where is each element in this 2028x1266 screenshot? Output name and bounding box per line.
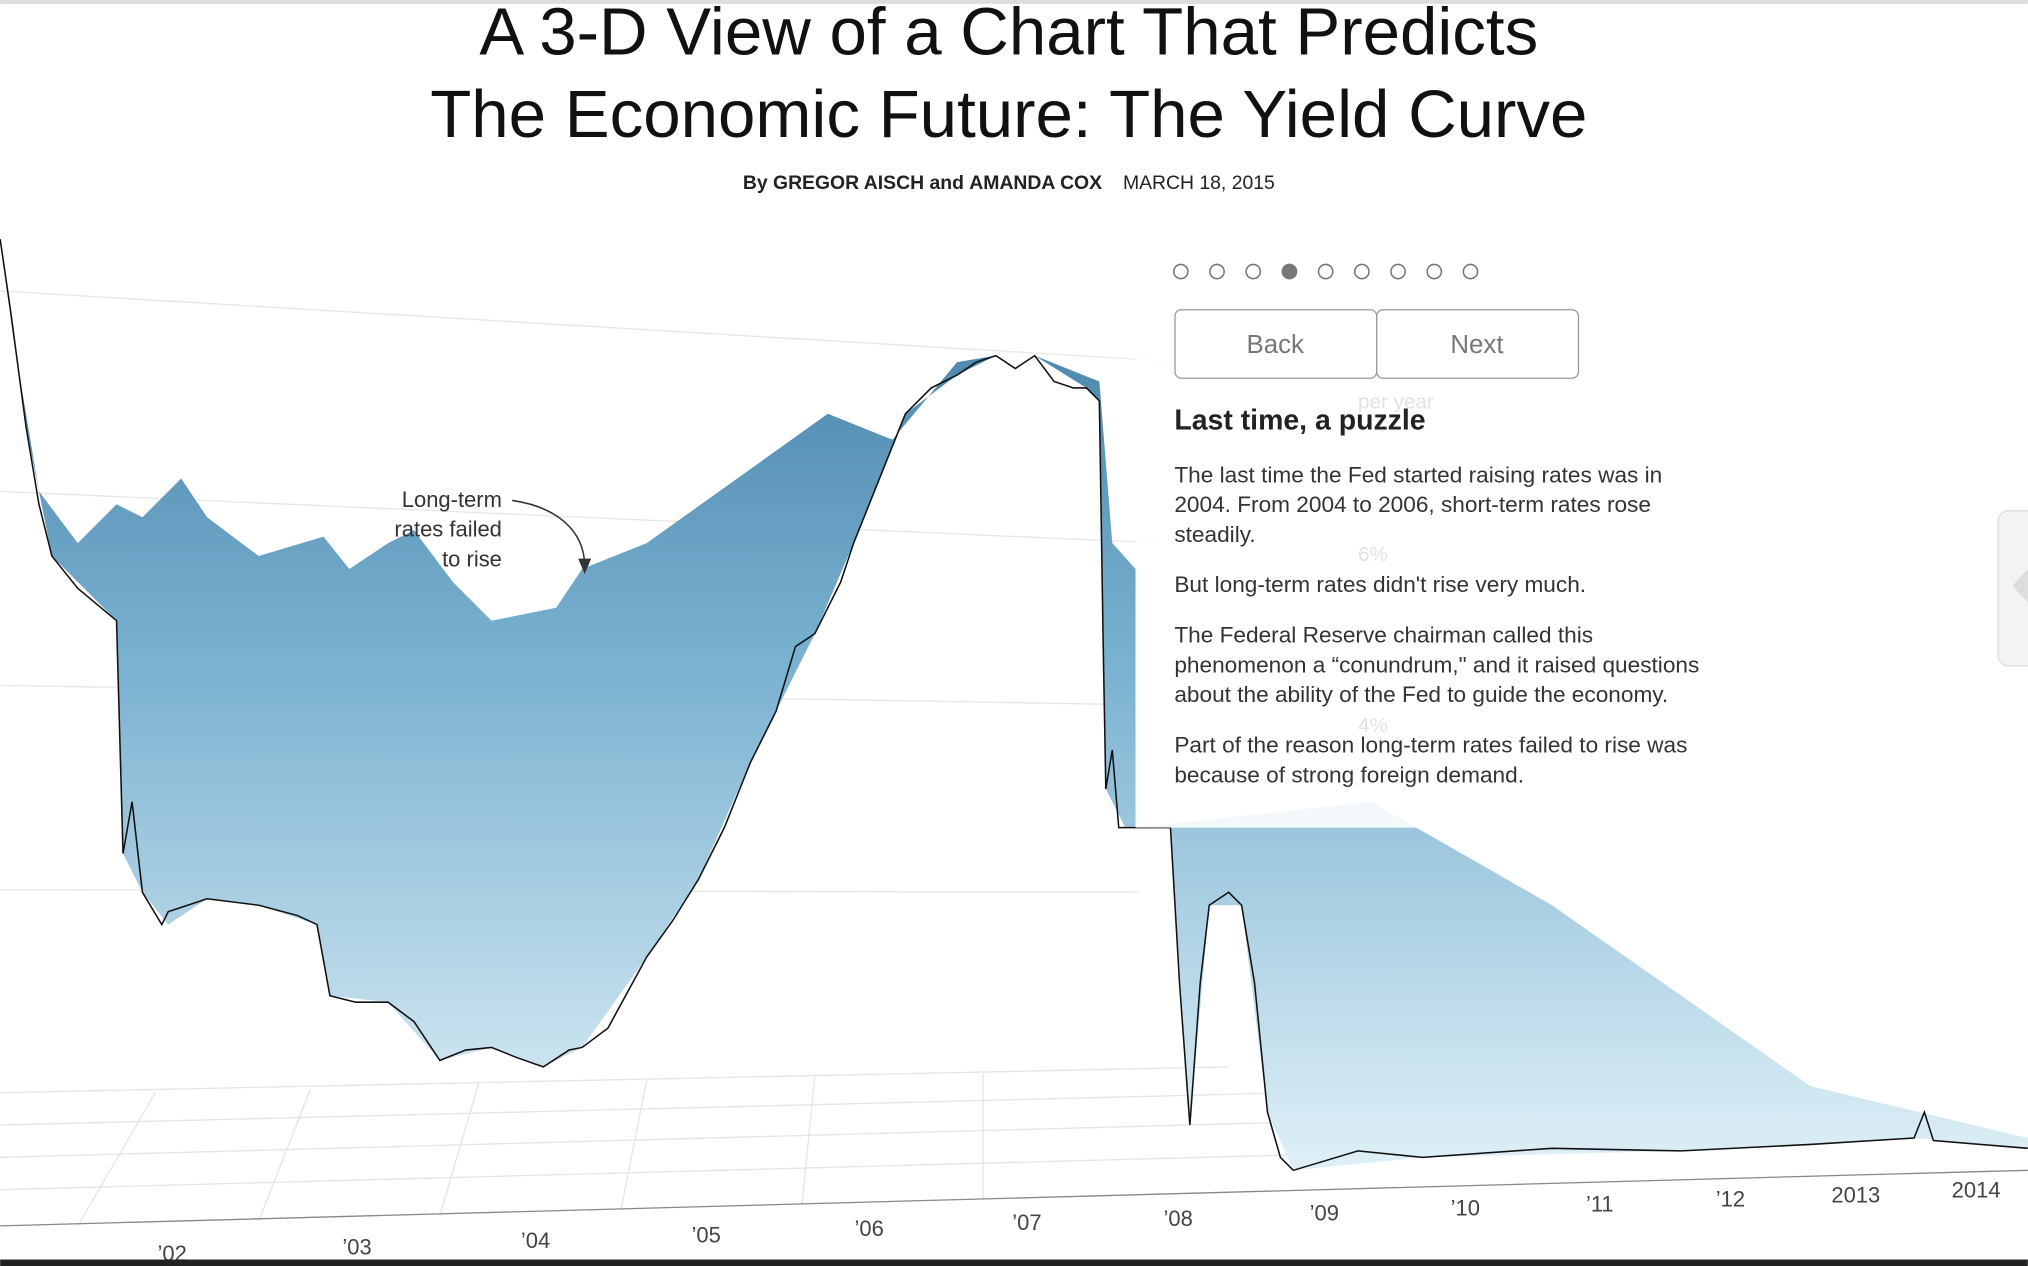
next-button-label[interactable]: Next bbox=[1450, 331, 1503, 359]
panel-body: The last time the Fed started raising ra… bbox=[1174, 462, 1699, 787]
x-axis-label: ’03 bbox=[342, 1234, 371, 1259]
x-axis-line bbox=[0, 1169, 2028, 1227]
panel-text-line: because of strong foreign demand. bbox=[1174, 762, 1524, 787]
back-button-label[interactable]: Back bbox=[1246, 331, 1304, 359]
x-axis-label: ’11 bbox=[1586, 1192, 1614, 1217]
annotation: Long-term bbox=[402, 487, 502, 512]
step-dot[interactable] bbox=[1317, 263, 1334, 280]
bottom-bar bbox=[0, 1259, 2028, 1266]
ghost-label: per year bbox=[1358, 391, 1434, 414]
x-axis-label: ’04 bbox=[521, 1228, 550, 1253]
step-dot[interactable] bbox=[1426, 263, 1443, 280]
step-dot[interactable] bbox=[1390, 263, 1406, 280]
x-axis-label: ’09 bbox=[1310, 1201, 1339, 1226]
byline-and: and bbox=[929, 172, 963, 194]
x-axis-label: ’12 bbox=[1716, 1187, 1745, 1212]
panel-text-line: But long-term rates didn't rise very muc… bbox=[1174, 572, 1586, 597]
panel-text-line: about the ability of the Fed to guide th… bbox=[1174, 682, 1668, 707]
back-button[interactable]: Back bbox=[1174, 309, 1378, 379]
x-axis-label: 2014 bbox=[1952, 1177, 2001, 1202]
ghost-label: 4% bbox=[1358, 714, 1388, 737]
top-border bbox=[0, 0, 2028, 4]
panel-text-line: Part of the reason long-term rates faile… bbox=[1174, 733, 1687, 758]
x-axis-label: ’10 bbox=[1451, 1196, 1480, 1221]
yield-surface bbox=[0, 239, 2028, 1171]
next-button-box[interactable] bbox=[1376, 309, 1580, 379]
ghost-labels: per year 6% 4% bbox=[1358, 391, 1434, 737]
panel-text-line: The last time the Fed started raising ra… bbox=[1174, 462, 1662, 487]
panel-text-line: steadily. bbox=[1174, 522, 1255, 547]
author[interactable]: GREGOR AISCH bbox=[773, 172, 924, 194]
step-dot[interactable] bbox=[1353, 263, 1370, 280]
byline: By GREGOR AISCH and AMANDA COX MARCH 18,… bbox=[743, 172, 1275, 194]
x-axis-label: ’05 bbox=[692, 1223, 721, 1248]
short-term-rate-line bbox=[0, 239, 2028, 1172]
author[interactable]: AMANDA COX bbox=[969, 172, 1102, 194]
title-line: A 3-D View of a Chart That Predicts bbox=[479, 0, 1538, 69]
title-line: The Economic Future: The Yield Curve bbox=[430, 77, 1587, 152]
step-dot[interactable] bbox=[1245, 263, 1262, 280]
byline-by: By bbox=[743, 172, 768, 194]
annotation-arrowhead bbox=[578, 558, 592, 575]
panel-heading: Last time, a puzzle bbox=[1174, 404, 1425, 436]
annotation: rates failed bbox=[394, 517, 501, 542]
x-axis-label: ’08 bbox=[1164, 1206, 1193, 1231]
floor-grid bbox=[0, 1066, 1682, 1227]
next-button[interactable]: Next bbox=[1376, 309, 1580, 379]
step-dot-active[interactable] bbox=[1281, 263, 1298, 280]
annotation-arrow bbox=[512, 499, 586, 567]
ghost-label: 6% bbox=[1358, 543, 1388, 566]
x-axis-label: ’06 bbox=[855, 1216, 884, 1241]
x-axis-labels: ’02’03’04’05’06’07’08’09’10’11’12 2013 201… bbox=[157, 1177, 2000, 1265]
side-control[interactable] bbox=[1997, 510, 2028, 667]
x-axis-label: 2013 bbox=[1831, 1183, 1880, 1208]
step-dot[interactable] bbox=[1462, 263, 1479, 280]
panel-text-line: The Federal Reserve chairman called this bbox=[1174, 623, 1593, 648]
panel-text-line: phenomenon a “conundrum," and it raised … bbox=[1174, 652, 1699, 677]
step-dots bbox=[1172, 263, 1479, 280]
date: MARCH 18, 2015 bbox=[1123, 172, 1275, 194]
step-dot[interactable] bbox=[1209, 263, 1225, 280]
step-dot[interactable] bbox=[1172, 263, 1189, 280]
annotation: to rise bbox=[442, 546, 502, 571]
side-control-arrow[interactable] bbox=[2012, 568, 2028, 603]
x-axis-label: ’07 bbox=[1012, 1210, 1041, 1235]
panel-text-line: 2004. From 2004 to 2006, short-term rate… bbox=[1174, 492, 1651, 517]
